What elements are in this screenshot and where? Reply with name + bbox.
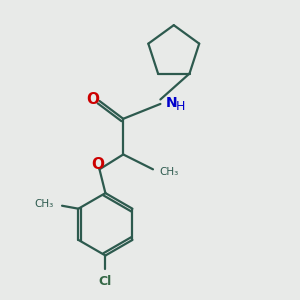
Text: N: N	[166, 96, 177, 110]
Text: CH₃: CH₃	[34, 199, 54, 209]
Text: O: O	[92, 157, 104, 172]
Text: Cl: Cl	[99, 275, 112, 288]
Text: H: H	[176, 100, 185, 113]
Text: O: O	[86, 92, 99, 107]
Text: CH₃: CH₃	[160, 167, 179, 177]
